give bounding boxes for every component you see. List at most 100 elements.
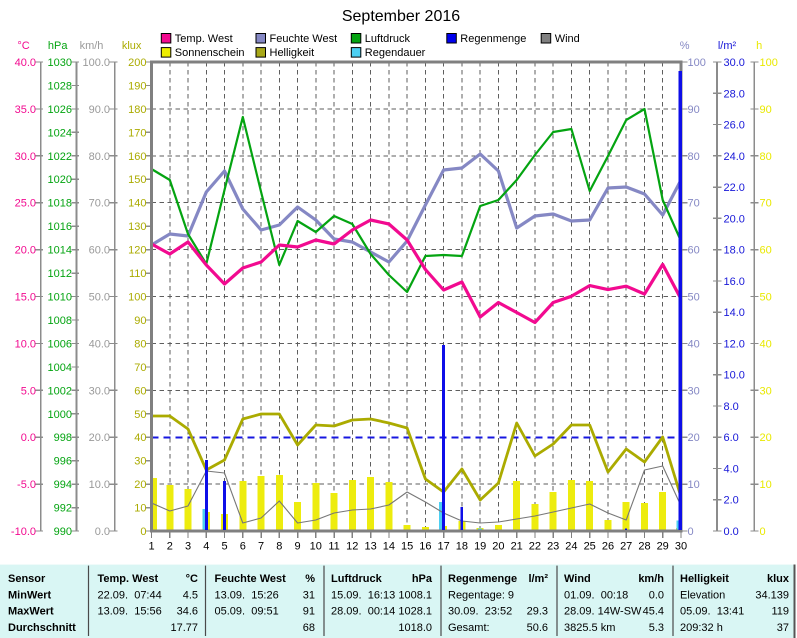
svg-text:h: h [756,40,762,52]
svg-text:20.0: 20.0 [724,213,745,225]
svg-text:30: 30 [760,385,772,397]
svg-text:September 2016: September 2016 [342,8,460,25]
svg-text:60: 60 [760,245,772,257]
svg-text:30: 30 [675,541,687,553]
svg-text:6: 6 [240,541,246,553]
svg-text:-10.0: -10.0 [11,526,36,538]
svg-text:100.0: 100.0 [82,57,110,69]
svg-text:8: 8 [276,541,282,553]
svg-text:km/h: km/h [80,40,104,52]
svg-text:70: 70 [760,198,772,210]
svg-text:1014: 1014 [48,245,72,257]
svg-text:120: 120 [128,245,146,257]
svg-text:Gesamt:: Gesamt: [448,622,490,634]
svg-text:10: 10 [310,541,322,553]
svg-text:60.0: 60.0 [89,245,110,257]
svg-text:8.0: 8.0 [724,401,739,413]
svg-text:15: 15 [401,541,413,553]
svg-text:209:32 h: 209:32 h [680,622,723,634]
svg-text:28.0: 28.0 [724,88,745,100]
svg-text:4: 4 [203,541,209,553]
svg-text:150: 150 [128,174,146,186]
svg-text:Sensor: Sensor [8,573,46,585]
svg-text:1020: 1020 [48,174,72,186]
svg-text:170: 170 [128,127,146,139]
svg-text:Regendauer: Regendauer [365,47,426,59]
svg-text:40: 40 [688,338,700,350]
svg-text:30: 30 [134,456,146,468]
svg-text:80: 80 [688,151,700,163]
svg-text:°C: °C [17,40,29,52]
svg-text:13: 13 [364,541,376,553]
svg-text:45.4: 45.4 [643,606,664,618]
svg-text:18.0: 18.0 [724,245,745,257]
svg-text:1010: 1010 [48,292,72,304]
svg-text:18: 18 [456,541,468,553]
svg-text:klux: klux [122,40,142,52]
svg-text:100: 100 [760,57,778,69]
svg-text:13.09. 15:56: 13.09. 15:56 [98,606,162,618]
svg-text:°C: °C [186,573,198,585]
svg-text:20.0: 20.0 [15,245,36,257]
svg-text:15.09. 16:13: 15.09. 16:13 [331,589,395,601]
svg-text:25: 25 [584,541,596,553]
svg-text:Luftdruck: Luftdruck [365,33,411,45]
svg-text:1028: 1028 [48,81,72,93]
svg-text:1026: 1026 [48,104,72,116]
svg-text:Durchschnitt: Durchschnitt [8,622,76,634]
svg-text:27: 27 [620,541,632,553]
svg-text:80.0: 80.0 [89,151,110,163]
svg-text:Regenmenge: Regenmenge [448,573,517,585]
svg-text:1018.0: 1018.0 [398,622,432,634]
svg-text:1: 1 [148,541,154,553]
svg-text:22.09. 07:44: 22.09. 07:44 [98,589,162,601]
svg-text:0: 0 [688,526,694,538]
svg-text:90: 90 [760,104,772,116]
svg-text:90: 90 [134,315,146,327]
svg-text:60: 60 [688,245,700,257]
svg-text:5: 5 [221,541,227,553]
svg-text:34.139: 34.139 [755,589,789,601]
svg-text:3825.5 km: 3825.5 km [564,622,615,634]
svg-text:24.0: 24.0 [724,151,745,163]
svg-text:50: 50 [760,292,772,304]
svg-text:1022: 1022 [48,151,72,163]
svg-text:16: 16 [419,541,431,553]
svg-text:29.3: 29.3 [527,606,548,618]
svg-text:5.0: 5.0 [21,385,36,397]
svg-text:998: 998 [54,432,72,444]
svg-text:1000: 1000 [48,409,72,421]
svg-text:3: 3 [185,541,191,553]
svg-text:1024: 1024 [48,127,72,139]
svg-text:160: 160 [128,151,146,163]
svg-text:2: 2 [167,541,173,553]
svg-text:05.09. 13:41: 05.09. 13:41 [680,606,744,618]
svg-text:0: 0 [140,526,146,538]
svg-text:10.0: 10.0 [15,338,36,350]
svg-text:0.0: 0.0 [95,526,110,538]
svg-text:28: 28 [638,541,650,553]
svg-text:14.0: 14.0 [724,307,745,319]
svg-text:Helligkeit: Helligkeit [680,573,729,585]
svg-text:29: 29 [657,541,669,553]
svg-text:31: 31 [303,589,315,601]
svg-text:05.09. 09:51: 05.09. 09:51 [215,606,279,618]
svg-text:Regenmenge: Regenmenge [460,33,526,45]
svg-text:10: 10 [760,479,772,491]
svg-text:12: 12 [346,541,358,553]
svg-text:Regentage: 9: Regentage: 9 [448,589,514,601]
svg-text:70: 70 [688,198,700,210]
svg-text:996: 996 [54,456,72,468]
svg-text:26: 26 [602,541,614,553]
svg-text:22.0: 22.0 [724,182,745,194]
svg-text:1016: 1016 [48,221,72,233]
svg-text:21: 21 [511,541,523,553]
svg-text:hPa: hPa [48,40,68,52]
svg-text:Helligkeit: Helligkeit [270,47,315,59]
svg-text:200: 200 [128,57,146,69]
svg-text:90.0: 90.0 [89,104,110,116]
svg-text:Luftdruck: Luftdruck [331,573,383,585]
svg-text:Wind: Wind [555,33,580,45]
svg-text:9: 9 [295,541,301,553]
svg-text:110: 110 [129,268,147,280]
